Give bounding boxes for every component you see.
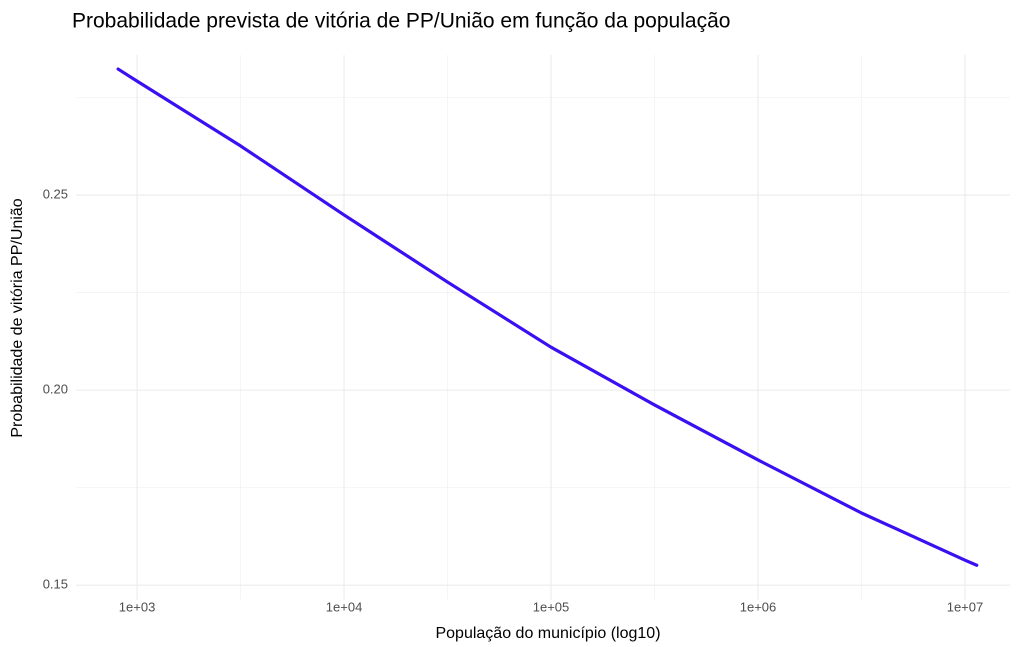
y-tick-label: 0.15 (43, 577, 68, 592)
x-axis-label: População do município (log10) (435, 625, 660, 642)
grid: 1e+03 1e+04 1e+05 1e+06 1e+07 0.15 0.20 0.25 (43, 55, 1010, 614)
y-axis-label: Probabilidade de vitória PP/União (9, 198, 26, 437)
x-tick-label: 1e+04 (326, 599, 363, 614)
y-tick-label: 0.20 (43, 382, 68, 397)
line-series (116, 67, 979, 567)
plot-area (116, 67, 979, 567)
x-tick-label: 1e+05 (533, 599, 570, 614)
x-tick-label: 1e+06 (740, 599, 777, 614)
y-tick-label: 0.25 (43, 186, 68, 201)
x-tick-label: 1e+03 (119, 599, 156, 614)
chart-title: Probabilidade prevista de vitória de PP/… (72, 10, 730, 33)
x-tick-label: 1e+07 (947, 599, 984, 614)
